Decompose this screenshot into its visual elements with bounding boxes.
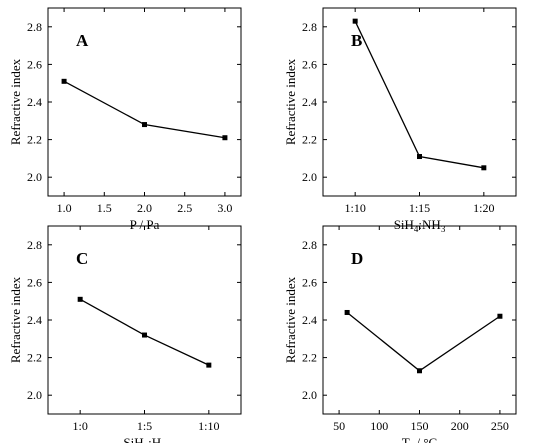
data-point — [206, 362, 212, 368]
y-tick-label: 2.4 — [302, 95, 317, 109]
x-tick-label: 2.0 — [137, 201, 152, 215]
y-axis-label: Refractive index — [283, 276, 298, 363]
data-point — [222, 135, 228, 141]
panel-letter: A — [76, 31, 89, 50]
x-axis-label: SiH4:H2 — [123, 435, 165, 443]
x-tick-label: 3.0 — [217, 201, 232, 215]
y-tick-label: 2.6 — [27, 275, 42, 289]
panel-letter: C — [76, 249, 88, 268]
data-point — [344, 309, 350, 315]
x-tick-label: 50 — [333, 419, 345, 433]
x-tick-label: 2.5 — [177, 201, 192, 215]
series-line — [63, 80, 226, 139]
y-tick-label: 2.0 — [302, 388, 317, 402]
x-tick-label: 1:20 — [473, 201, 494, 215]
panel-c: 2.0 2.2 2.4 2.6 2.8 1:0 1:5 1:10 Refractive inde… — [8, 225, 242, 443]
panel-b: 2.0 2.2 2.4 2.6 2.8 1:10 1:15 1:20 Refractive in… — [283, 7, 517, 234]
x-axis-label-subscript: 4 — [414, 224, 419, 234]
x-tick-label: 1:10 — [344, 201, 365, 215]
y-tick-label: 2.6 — [27, 57, 42, 71]
x-axis-label-part: / °C — [413, 435, 437, 443]
x-tick-label: 150 — [411, 419, 429, 433]
data-point — [497, 313, 503, 319]
data-point — [142, 332, 147, 338]
x-axis-label-part: :H — [148, 435, 161, 443]
panel-a: 2.0 2.2 2.4 2.6 2.8 1.0 1.5 2.0 2.5 3.0 Refractive… — [8, 7, 242, 232]
y-axis-label: Refractive index — [283, 58, 298, 145]
x-tick-label: 1:0 — [72, 419, 87, 433]
y-tick-label: 2.4 — [27, 95, 42, 109]
y-tick-label: 2.0 — [27, 388, 42, 402]
y-tick-label: 2.0 — [302, 170, 317, 184]
x-axis-label-part: SiH — [123, 435, 143, 443]
x-axis-label: Ts / °C — [402, 435, 437, 443]
y-tick-label: 2.4 — [27, 313, 42, 327]
y-tick-label: 2.6 — [302, 275, 317, 289]
y-tick-label: 2.8 — [27, 238, 42, 252]
data-point — [352, 18, 358, 24]
panel-letter: B — [351, 31, 362, 50]
y-tick-label: 2.8 — [302, 20, 317, 34]
x-tick-label: 1:15 — [409, 201, 430, 215]
data-point — [142, 122, 147, 128]
y-tick-label: 2.2 — [302, 351, 317, 365]
y-tick-label: 2.8 — [302, 238, 317, 252]
y-tick-label: 2.0 — [27, 170, 42, 184]
x-tick-label: 1.5 — [97, 201, 112, 215]
data-point — [61, 78, 67, 84]
x-tick-label: 1:5 — [137, 419, 152, 433]
panel-letter: D — [351, 249, 363, 268]
y-tick-label: 2.8 — [27, 20, 42, 34]
series-line — [346, 311, 501, 372]
x-tick-label: 200 — [451, 419, 469, 433]
series-line — [354, 20, 484, 169]
x-axis-label-subscript: 3 — [441, 224, 446, 234]
x-tick-label: 1:10 — [198, 419, 219, 433]
data-point — [481, 165, 487, 171]
y-tick-label: 2.2 — [302, 133, 317, 147]
x-axis-label-part: SiH — [394, 217, 414, 232]
y-tick-label: 2.2 — [27, 351, 42, 365]
panel-d: 2.0 2.2 2.4 2.6 2.8 50 100 150 200 250 Refractive … — [283, 225, 517, 443]
x-tick-label: 1.0 — [57, 201, 72, 215]
data-point — [417, 368, 422, 374]
y-axis-label: Refractive index — [8, 276, 23, 363]
data-point — [77, 296, 83, 302]
x-tick-label: 100 — [370, 419, 388, 433]
y-tick-label: 2.4 — [302, 313, 317, 327]
x-tick-label: 250 — [491, 419, 509, 433]
x-axis-label-part: :NH — [418, 217, 440, 232]
y-axis-label: Refractive index — [8, 58, 23, 145]
series-line — [79, 298, 210, 366]
x-axis-label: P / Pa — [130, 217, 160, 232]
y-tick-label: 2.6 — [302, 57, 317, 71]
x-axis-label-part: T — [402, 435, 410, 443]
data-point — [417, 154, 422, 160]
y-tick-label: 2.2 — [27, 133, 42, 147]
x-axis-label: SiH4:NH3 — [394, 217, 446, 234]
